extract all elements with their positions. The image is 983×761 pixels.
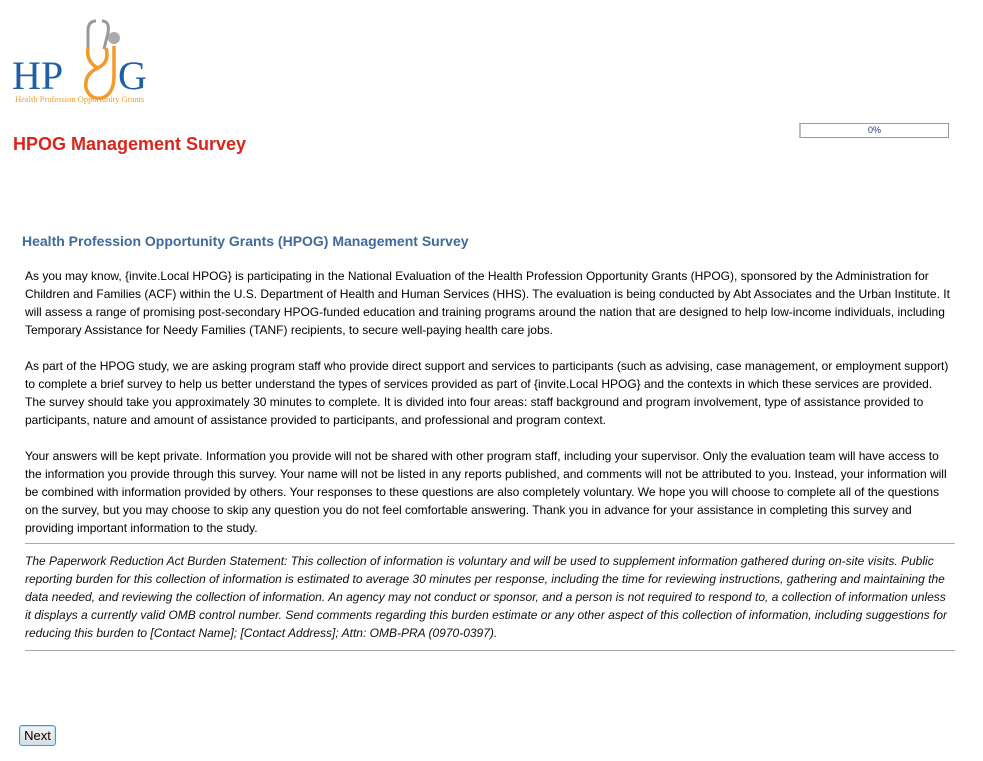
hpog-logo: HP G Health Profession Opportunity Grant…	[12, 18, 162, 106]
intro-paragraph: Your answers will be kept private. Infor…	[25, 449, 947, 535]
intro-content: Health Profession Opportunity Grants (HP…	[22, 233, 955, 651]
intro-paragraph: As you may know, {invite.Local HPOG} is …	[25, 269, 950, 337]
next-button[interactable]: Next	[19, 725, 56, 746]
svg-text:Health Profession Opportunity: Health Profession Opportunity Grants	[15, 94, 144, 104]
progress-bar: 0%	[799, 123, 949, 138]
survey-title: HPOG Management Survey	[13, 134, 247, 154]
progress-label: 0%	[867, 125, 881, 135]
pra-statement: The Paperwork Reduction Act Burden State…	[25, 554, 948, 640]
intro-paragraph: As part of the HPOG study, we are asking…	[25, 359, 949, 427]
divider	[25, 650, 955, 651]
divider	[25, 543, 955, 544]
section-heading: Health Profession Opportunity Grants (HP…	[22, 233, 469, 249]
svg-text:HP: HP	[12, 53, 63, 98]
svg-text:G: G	[118, 53, 147, 98]
